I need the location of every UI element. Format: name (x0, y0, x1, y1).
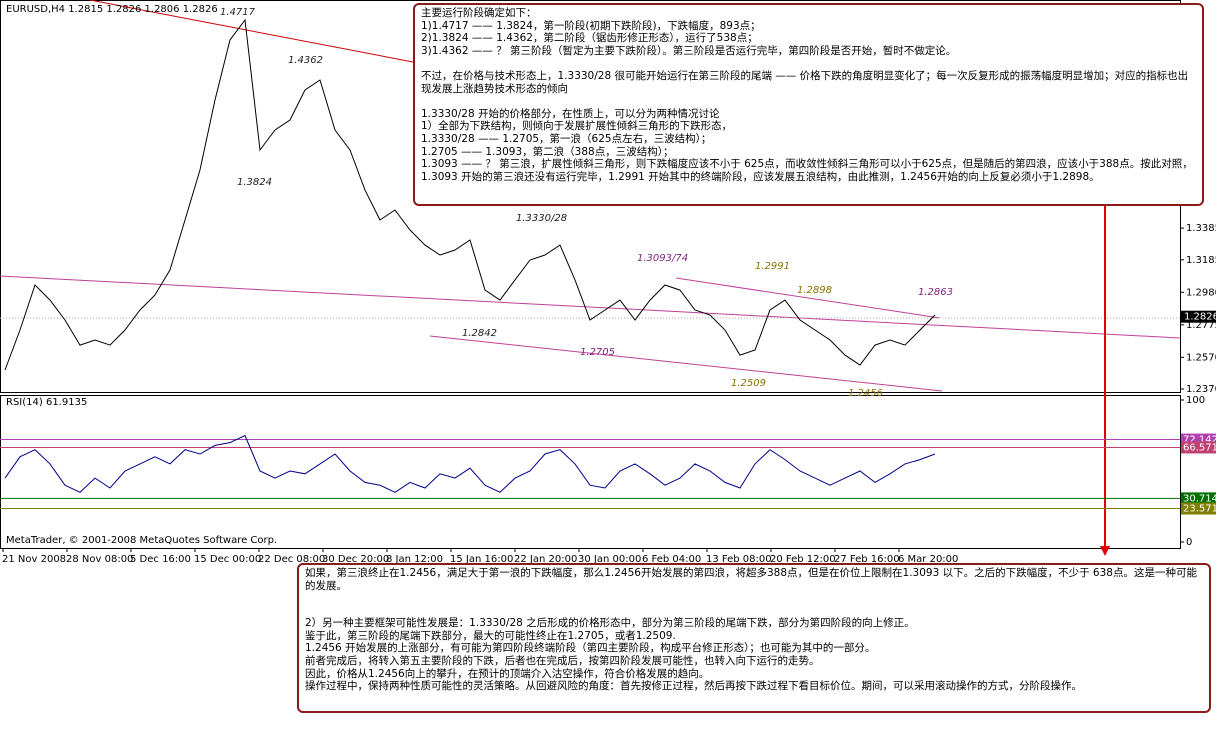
note-line: 1.3330/28 —— 1.2705，第一浪（625点左右，三波结构）； (421, 132, 712, 145)
note-block: 主要运行阶段确定如下： 1)1.4717 —— 1.3824，第一阶段(初期下跌阶… (421, 7, 1196, 57)
annotation: 1.2898 (797, 285, 832, 296)
x-tick-label: 22 Dec 08:00 (258, 554, 325, 565)
y-tick-label: 1.2775 (1186, 320, 1216, 331)
price-line (4, 18, 936, 371)
note-line: 因此，价格从1.2456向上的攀升，在预计的顶端介入沽空操作，符合价格发展的趋向… (305, 667, 710, 680)
top-note: 主要运行阶段确定如下： 1)1.4717 —— 1.3824，第一阶段(初期下跌阶… (413, 3, 1204, 206)
x-tick-label: 30 Jan 00:00 (578, 554, 641, 565)
rsi-level-label: 72.1429 (1183, 435, 1216, 446)
x-tick-label: 13 Feb 08:00 (706, 554, 772, 565)
note-line: 1.2456 开始发展的上涨部分，有可能为第四阶段终端阶段（第四主要阶段，构成平… (305, 642, 876, 655)
trend-line (429, 335, 943, 392)
note-block: 1.3330/28 开始的价格部分，在性质上，可以分为两种情况讨论 1）全部为下跌… (421, 108, 1196, 184)
note-line: 2）另一种主要框架可能性发展是：1.3330/28 之后形成的价格形态中，部分为… (305, 617, 915, 630)
note-line: 不过，在价格与技术形态上，1.3330/28 很可能开始运行在第三阶段的尾端 —… (421, 69, 1189, 95)
x-tick-label: 8 Jan 12:00 (386, 554, 443, 565)
note-line: 3)1.4362 —— ？ 第三阶段（暂定为主要下跌阶段）。第三阶段是否运行完毕… (421, 44, 957, 57)
note-line: 前者完成后，将转入第五主要阶段的下跌，后者也在完成后，按第四阶段发展可能性，也转… (305, 654, 820, 667)
rsi-level-label: 23.5714 (1183, 504, 1216, 515)
x-tick-label: 6 Mar 20:00 (898, 554, 958, 565)
annotation: 1.3824 (237, 177, 272, 188)
x-tick-label: 6 Feb 04:00 (642, 554, 701, 565)
note-line: 1.3330/28 开始的价格部分，在性质上，可以分为两种情况讨论 (421, 107, 720, 120)
note-line: 如果，第三浪终止在1.2456，满足大于第一浪的下跌幅度，那么1.2456开始发… (305, 567, 1197, 592)
rsi-tick-label: 100 (1186, 395, 1205, 406)
note-line: 1.3093 —— ？ 第三浪，扩展性倾斜三角形，则下跌幅度应该不小于 625点… (421, 158, 1193, 183)
x-tick-label: 21 Nov 2008 (2, 554, 66, 565)
annotation: 1.2456 (848, 388, 883, 399)
last-price-box (1181, 310, 1216, 323)
annotation: 1.3330/28 (516, 213, 567, 224)
x-tick-label: 28 Nov 08:00 (66, 554, 133, 565)
annotation: 1.2842 (462, 328, 497, 339)
rsi-pane (0, 395, 1181, 549)
x-tick-label: 27 Feb 16:00 (834, 554, 900, 565)
arrow-head (1100, 546, 1110, 556)
annotation: 1.2509 (731, 378, 766, 389)
trend-line (0, 275, 1181, 339)
rsi-level-box (1181, 492, 1216, 505)
note-block: 如果，第三浪终止在1.2456，满足大于第一浪的下跌幅度，那么1.2456开始发… (305, 567, 1203, 592)
annotation: 1.2863 (918, 287, 953, 298)
note-line: 鉴于此，第三阶段的尾端下跌部分，最大的可能性终止在1.2705，或者1.2509… (305, 629, 676, 642)
y-tick-label: 1.2570 (1186, 352, 1216, 363)
note-block: 2）另一种主要框架可能性发展是：1.3330/28 之后形成的价格形态中，部分为… (305, 617, 1203, 693)
rsi-level-label: 30.7143 (1183, 493, 1216, 504)
rsi-label: RSI(14) 61.9135 (6, 397, 87, 408)
x-tick-label: 22 Jan 20:00 (514, 554, 577, 565)
x-tick-label: 30 Dec 20:00 (322, 554, 389, 565)
annotation: 1.3093/74 (637, 253, 688, 264)
annotation: 1.4717 (220, 7, 256, 18)
x-tick-label: 15 Dec 00:00 (194, 554, 261, 565)
x-tick-label: 5 Dec 16:00 (130, 554, 191, 565)
trend-line (89, 0, 414, 63)
note-line: 1.2705 —— 1.3093，第二浪（388点，三波结构）； (421, 145, 674, 158)
rsi-tick-label: 0 (1186, 537, 1192, 548)
last-price-label: 1.2826 (1184, 312, 1216, 323)
y-tick-label: 1.3185 (1186, 255, 1216, 266)
y-tick-label: 1.2370 (1186, 384, 1216, 395)
rsi-level-box (1181, 502, 1216, 515)
x-tick-label: 15 Jan 16:00 (450, 554, 513, 565)
note-line: 主要运行阶段确定如下： (421, 7, 537, 19)
y-tick-label: 1.3385 (1186, 223, 1216, 234)
note-line: 1）全部为下跌结构，则倾向于发展扩展性倾斜三角形的下跌形态， (421, 120, 733, 133)
rsi-level-label: 66.5714 (1183, 442, 1216, 453)
annotation: 1.2991 (755, 261, 790, 272)
note-line: 操作过程中，保持两种性质可能性的灵活策略。从回避风险的角度：首先按修正过程，然后… (305, 680, 1082, 693)
rsi-level-box (1181, 441, 1216, 454)
symbol-header: EURUSD,H4 1.2815 1.2826 1.2806 1.2826 (6, 4, 218, 15)
annotation: 1.4362 (288, 55, 323, 66)
trend-line (675, 277, 941, 319)
copyright: MetaTrader, © 2001-2008 MetaQuotes Softw… (6, 535, 277, 546)
y-tick-label: 1.2980 (1186, 287, 1216, 298)
note-line: 1)1.4717 —— 1.3824，第一阶段(初期下跌阶段)，下跌幅度，893… (421, 19, 761, 32)
rsi-line (4, 434, 936, 493)
note-block: 不过，在价格与技术形态上，1.3330/28 很可能开始运行在第三阶段的尾端 —… (421, 70, 1196, 95)
x-tick-label: 20 Feb 12:00 (770, 554, 836, 565)
annotation: 1.2705 (580, 347, 615, 358)
bottom-note: 如果，第三浪终止在1.2456，满足大于第一浪的下跌幅度，那么1.2456开始发… (297, 563, 1211, 713)
note-line: 2)1.3824 —— 1.4362，第二阶段（锯齿形修正形态），运行了538点… (421, 32, 758, 45)
